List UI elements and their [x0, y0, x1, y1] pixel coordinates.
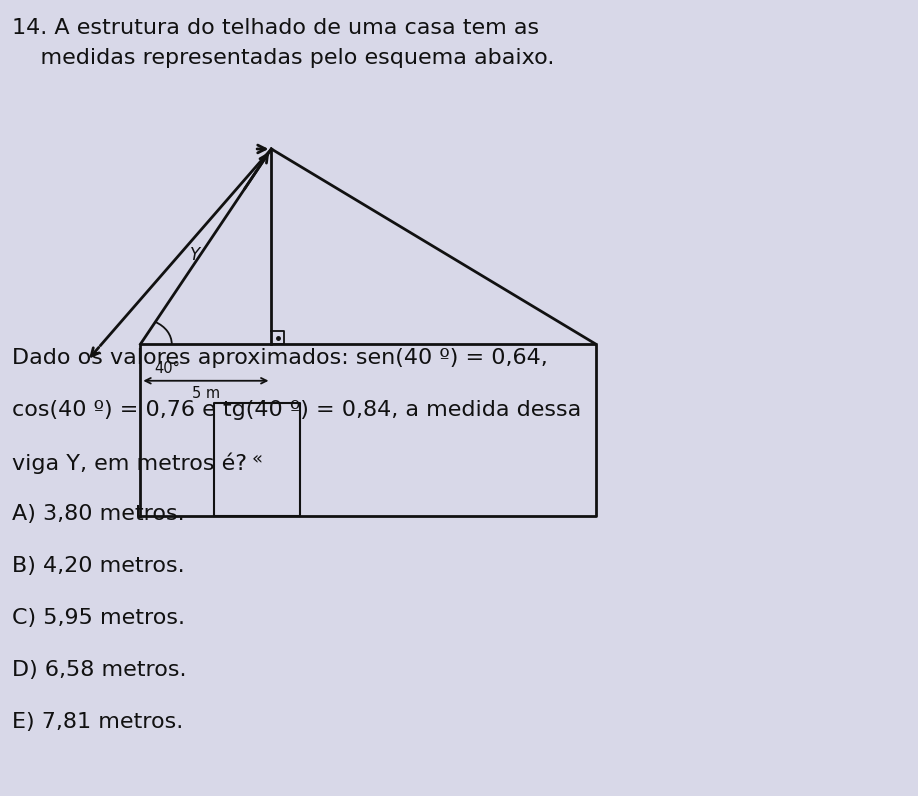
Text: 40°: 40° — [154, 361, 181, 377]
Text: C) 5,95 metros.: C) 5,95 metros. — [12, 608, 185, 628]
Text: D) 6,58 metros.: D) 6,58 metros. — [12, 660, 186, 680]
Text: cos(40 º) = 0,76 e tg(40 º) = 0,84, a medida dessa: cos(40 º) = 0,76 e tg(40 º) = 0,84, a me… — [12, 400, 581, 420]
Text: E) 7,81 metros.: E) 7,81 metros. — [12, 712, 184, 732]
Text: viga Y, em metros é?: viga Y, em metros é? — [12, 452, 247, 474]
Text: 14. A estrutura do telhado de uma casa tem as: 14. A estrutura do telhado de uma casa t… — [12, 18, 539, 38]
Text: medidas representadas pelo esquema abaixo.: medidas representadas pelo esquema abaix… — [12, 48, 554, 68]
Text: 5 m: 5 m — [192, 386, 220, 401]
Text: B) 4,20 metros.: B) 4,20 metros. — [12, 556, 185, 576]
Text: Dado os valores aproximados: sen(40 º) = 0,64,: Dado os valores aproximados: sen(40 º) =… — [12, 348, 548, 368]
Text: A) 3,80 metros.: A) 3,80 metros. — [12, 504, 185, 524]
Text: «: « — [252, 451, 263, 468]
Text: Y: Y — [190, 246, 200, 264]
